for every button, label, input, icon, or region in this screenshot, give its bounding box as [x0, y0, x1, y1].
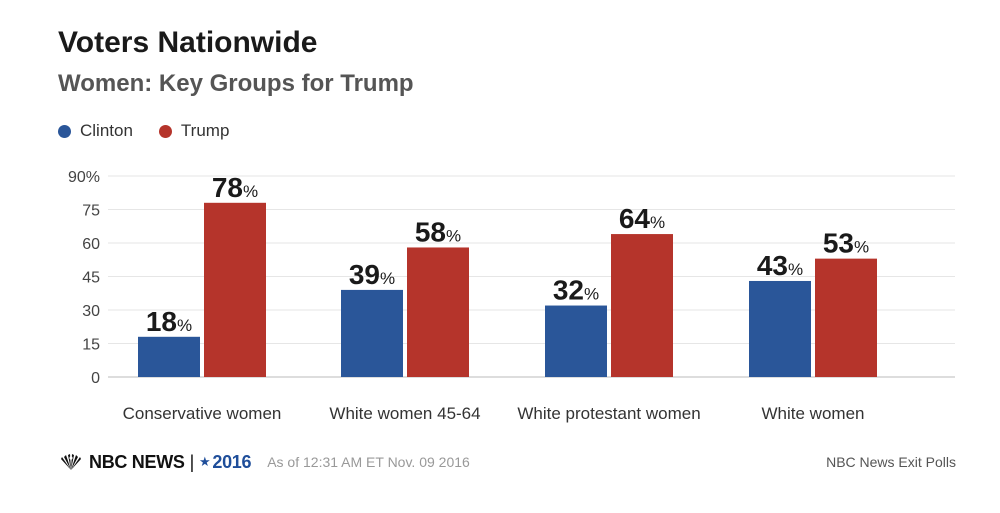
y-tick-label: 90% [68, 169, 100, 186]
bar-clinton [749, 280, 811, 377]
legend-label-trump: Trump [180, 121, 230, 140]
data-label: 18% [146, 306, 192, 337]
source-credit: NBC News Exit Polls [826, 454, 956, 470]
logo-year: 2016 [212, 451, 252, 472]
bar-trump [407, 247, 469, 377]
legend-label-clinton: Clinton [80, 121, 133, 140]
nbc-news-logo: NBC NEWS | ★ 2016 [58, 451, 252, 473]
data-label: 39% [349, 259, 395, 290]
logo-text: NBC NEWS [89, 451, 185, 472]
data-label: 64% [619, 203, 665, 234]
bar-trump [204, 202, 266, 377]
bar-trump [815, 258, 877, 377]
legend: Clinton Trump [58, 121, 255, 141]
data-label: 58% [415, 216, 461, 247]
chart-title: Voters Nationwide [58, 26, 318, 59]
y-tick-label: 45 [82, 270, 100, 287]
peacock-icon [61, 454, 81, 470]
legend-item-clinton: Clinton [58, 121, 133, 141]
data-label: 43% [757, 250, 803, 281]
timestamp: As of 12:31 AM ET Nov. 09 2016 [267, 454, 470, 470]
x-category-label: Conservative women [123, 404, 282, 423]
y-tick-label: 15 [82, 337, 100, 354]
y-tick-label: 0 [91, 370, 100, 387]
data-label: 53% [823, 228, 869, 259]
data-label: 32% [553, 275, 599, 306]
legend-swatch-clinton [58, 124, 71, 138]
bar-trump [611, 234, 673, 377]
y-tick-label: 60 [82, 236, 100, 253]
x-category-label: White women 45-64 [329, 404, 480, 423]
bar-clinton [545, 305, 607, 377]
x-category-label: White protestant women [517, 404, 700, 423]
bar-clinton [138, 336, 200, 377]
chart-subtitle: Women: Key Groups for Trump [58, 70, 414, 97]
bar-clinton [341, 289, 403, 377]
y-tick-label: 75 [82, 203, 100, 220]
logo-separator: | [189, 451, 195, 472]
legend-swatch-trump [158, 124, 172, 138]
y-tick-label: 30 [82, 303, 100, 320]
x-category-label: White women [762, 404, 865, 423]
footer: NBC NEWS | ★ 2016 As of 12:31 AM ET Nov.… [58, 450, 956, 474]
star-icon: ★ [199, 454, 211, 469]
data-label: 78% [212, 172, 258, 203]
legend-item-trump: Trump [158, 121, 230, 141]
